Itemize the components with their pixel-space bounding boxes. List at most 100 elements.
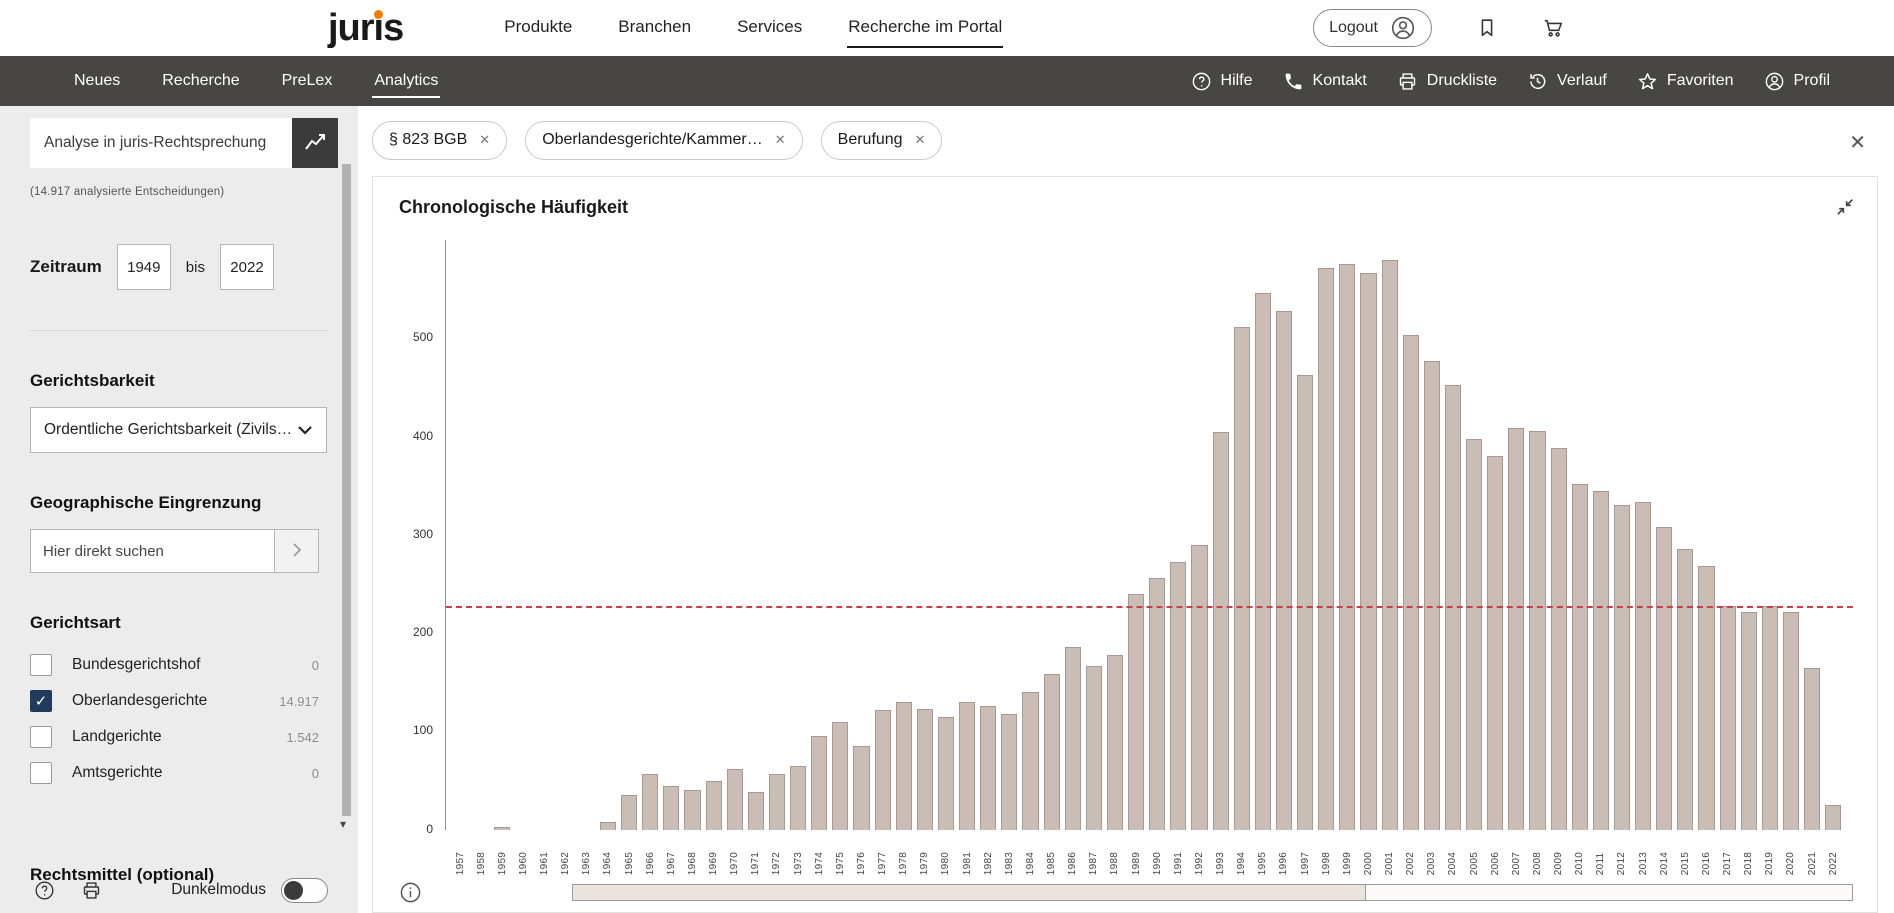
bar-1998[interactable] [1318, 268, 1334, 830]
bar-1987[interactable] [1086, 666, 1102, 830]
bar-1981[interactable] [959, 702, 975, 830]
bar-1978[interactable] [896, 702, 912, 830]
bar-2010[interactable] [1572, 484, 1588, 830]
bar-2021[interactable] [1804, 668, 1820, 830]
chip-remove-icon[interactable]: ✕ [915, 132, 926, 148]
bar-1999[interactable] [1339, 264, 1355, 830]
top-nav-branchen[interactable]: Branchen [617, 8, 692, 48]
bar-2011[interactable] [1593, 491, 1609, 830]
bar-1986[interactable] [1065, 647, 1081, 830]
chip-remove-icon[interactable]: ✕ [775, 132, 786, 148]
top-nav-services[interactable]: Services [736, 8, 803, 48]
bar-1979[interactable] [917, 709, 933, 830]
zeitraum-from-input[interactable] [117, 244, 171, 290]
bar-1988[interactable] [1107, 655, 1123, 830]
bar-1997[interactable] [1297, 375, 1313, 830]
bar-1975[interactable] [832, 722, 848, 830]
chip-remove-icon[interactable]: ✕ [479, 132, 490, 148]
bar-1971[interactable] [748, 792, 764, 829]
navbar-item-neues[interactable]: Neues [72, 56, 122, 106]
bar-2012[interactable] [1614, 505, 1630, 829]
navbar-item-prelex[interactable]: PreLex [280, 56, 335, 106]
bar-1977[interactable] [875, 710, 891, 830]
bar-1972[interactable] [769, 774, 785, 830]
bar-2006[interactable] [1487, 456, 1503, 829]
bar-1983[interactable] [1001, 714, 1017, 830]
bar-2014[interactable] [1656, 527, 1672, 830]
chart-scrollbar-thumb[interactable] [573, 885, 1366, 900]
close-analytics-icon[interactable]: ✕ [1849, 130, 1866, 155]
collapse-icon[interactable] [1835, 197, 1855, 217]
filter-chip-1[interactable]: Oberlandesgerichte/Kammer…✕ [525, 121, 802, 160]
bookmark-icon[interactable] [1476, 17, 1498, 39]
bar-2007[interactable] [1508, 428, 1524, 830]
top-nav-recherche-im-portal[interactable]: Recherche im Portal [847, 8, 1003, 48]
navbar-item-recherche[interactable]: Recherche [160, 56, 241, 106]
checkbox-icon[interactable] [30, 726, 52, 748]
run-analysis-button[interactable] [292, 118, 338, 168]
bar-1959[interactable] [494, 827, 510, 830]
bar-2013[interactable] [1635, 502, 1651, 829]
sidebar-scrollbar[interactable]: ▾ [342, 106, 351, 913]
bar-1970[interactable] [727, 769, 743, 830]
bar-1984[interactable] [1022, 692, 1038, 830]
bar-2015[interactable] [1677, 549, 1693, 830]
bar-1982[interactable] [980, 706, 996, 830]
navbar-item-analytics[interactable]: Analytics [372, 56, 440, 106]
gerichtsbarkeit-select[interactable]: Ordentliche Gerichtsbarkeit (Zivils… [30, 407, 327, 453]
navbar-item-druckliste[interactable]: Druckliste [1397, 71, 1497, 92]
bar-1964[interactable] [600, 822, 616, 830]
navbar-item-verlauf[interactable]: Verlauf [1527, 71, 1607, 92]
bar-2017[interactable] [1720, 606, 1736, 830]
bar-2019[interactable] [1762, 606, 1778, 830]
bar-1995[interactable] [1255, 293, 1271, 830]
geo-search-input[interactable] [30, 529, 275, 573]
analysis-search-input[interactable] [30, 118, 292, 168]
cart-icon[interactable] [1542, 17, 1564, 39]
bar-1994[interactable] [1234, 327, 1250, 830]
scrollbar-down-arrow-icon[interactable]: ▾ [340, 818, 346, 830]
checkbox-row-bundesgerichtshof[interactable]: Bundesgerichtshof0 [30, 647, 319, 683]
bar-2005[interactable] [1466, 439, 1482, 830]
bar-1991[interactable] [1170, 562, 1186, 829]
bar-1969[interactable] [706, 781, 722, 830]
zeitraum-to-input[interactable] [220, 244, 274, 290]
bar-1973[interactable] [790, 766, 806, 830]
dunkelmodus-toggle[interactable] [281, 878, 328, 903]
bar-2018[interactable] [1741, 612, 1757, 830]
filter-chip-0[interactable]: § 823 BGB✕ [372, 121, 507, 160]
bar-2020[interactable] [1783, 612, 1799, 830]
bar-1974[interactable] [811, 736, 827, 829]
bar-1968[interactable] [684, 790, 700, 829]
navbar-item-hilfe[interactable]: Hilfe [1191, 71, 1253, 92]
filter-chip-2[interactable]: Berufung✕ [821, 121, 943, 160]
bar-2022[interactable] [1825, 805, 1841, 830]
checkbox-row-amtsgerichte[interactable]: Amtsgerichte0 [30, 755, 319, 791]
bar-1966[interactable] [642, 774, 658, 830]
bar-2009[interactable] [1551, 448, 1567, 829]
info-icon[interactable] [399, 881, 422, 904]
navbar-item-profil[interactable]: Profil [1764, 71, 1830, 92]
checkbox-row-landgerichte[interactable]: Landgerichte1.542 [30, 719, 319, 755]
checkbox-icon[interactable] [30, 654, 52, 676]
bar-1976[interactable] [853, 746, 869, 830]
bar-1965[interactable] [621, 795, 637, 829]
bar-1996[interactable] [1276, 311, 1292, 830]
geo-search-button[interactable] [275, 529, 319, 573]
bar-2000[interactable] [1360, 273, 1376, 829]
sidebar-scrollbar-thumb[interactable] [342, 164, 351, 816]
chart-horizontal-scrollbar[interactable] [572, 884, 1853, 901]
logout-button[interactable]: Logout [1313, 9, 1432, 47]
bar-1989[interactable] [1128, 594, 1144, 830]
bar-1993[interactable] [1213, 432, 1229, 830]
bar-1990[interactable] [1149, 578, 1165, 830]
top-nav-produkte[interactable]: Produkte [503, 8, 573, 48]
checkbox-row-oberlandesgerichte[interactable]: ✓Oberlandesgerichte14.917 [30, 683, 319, 719]
checkbox-icon[interactable] [30, 762, 52, 784]
bar-2001[interactable] [1382, 260, 1398, 830]
bar-1985[interactable] [1044, 674, 1060, 829]
bar-1967[interactable] [663, 786, 679, 830]
bar-2003[interactable] [1424, 361, 1440, 830]
bar-1992[interactable] [1191, 545, 1207, 830]
bar-1980[interactable] [938, 717, 954, 830]
